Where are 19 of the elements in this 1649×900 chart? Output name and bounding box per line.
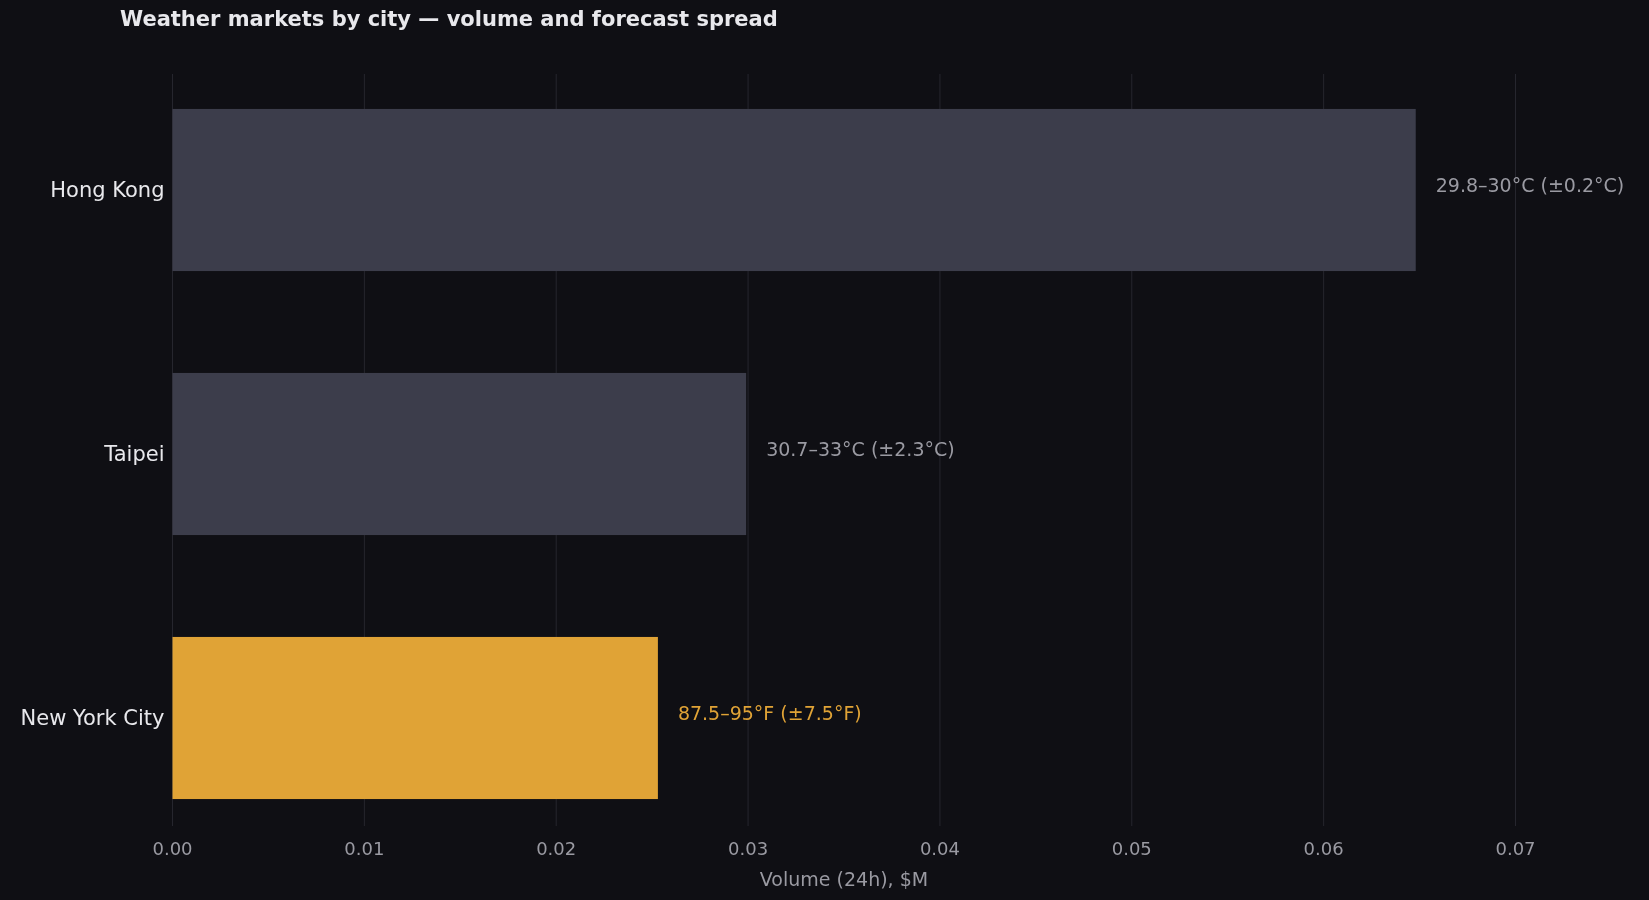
x-tick-label: 0.00: [152, 838, 193, 859]
x-tick-label: 0.04: [919, 838, 960, 859]
annotation: 87.5–95°F (±7.5°F): [677, 701, 862, 724]
x-tick-label: 0.01: [344, 838, 385, 859]
chart-title: Weather markets by city — volume and forecast spread: [120, 7, 778, 31]
y-tick-label: Hong Kong: [50, 178, 165, 203]
x-axis-title: Volume (24h), $M: [759, 868, 929, 890]
x-tick-label: 0.02: [536, 838, 577, 859]
y-tick-label: Taipei: [103, 442, 165, 467]
x-tick-label: 0.07: [1495, 838, 1536, 859]
annotation: 29.8–30°C (±0.2°C): [1435, 173, 1625, 196]
annotation: 30.7–33°C (±2.3°C): [766, 437, 955, 460]
x-tick-label: 0.05: [1111, 838, 1152, 859]
bar: [172, 636, 658, 800]
y-tick-label: New York City: [20, 706, 165, 731]
x-tick-label: 0.06: [1303, 838, 1344, 859]
x-tick-label: 0.03: [728, 838, 769, 859]
bar: [172, 108, 1416, 272]
bar: [172, 372, 747, 536]
